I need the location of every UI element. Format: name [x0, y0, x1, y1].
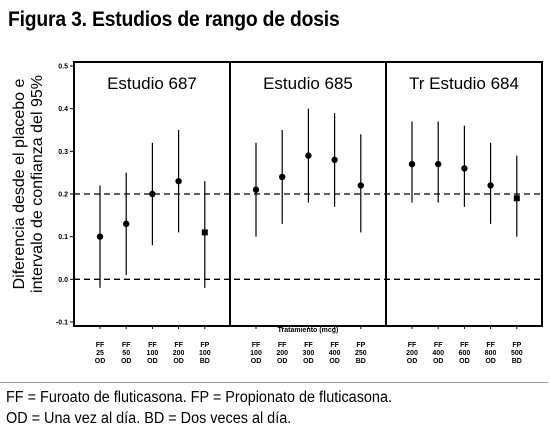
dose-range-chart: Estudio 687 Estudio 685 Tr Estudio 684 -0.1…: [11, 61, 543, 365]
data-point: [331, 156, 338, 164]
data-point-square: [513, 195, 520, 202]
data-point: [408, 160, 416, 168]
x-tick-label: OD: [147, 358, 158, 365]
y-tick-label: 0.0: [58, 277, 68, 284]
x-tick-label: 200: [173, 350, 185, 357]
x-tick-label: 400: [432, 350, 444, 357]
x-tick-label: OD: [121, 358, 132, 365]
x-axis-label: Tratamiento (mcg): [278, 327, 339, 334]
x-tick-label: OD: [303, 358, 314, 365]
x-tick-label: FF: [96, 342, 105, 349]
data-point: [279, 173, 286, 181]
x-tick-label: OD: [277, 358, 288, 365]
data-point: [461, 165, 468, 172]
data-point: [175, 178, 182, 185]
x-tick-label: FF: [278, 342, 287, 349]
data-point: [123, 220, 130, 228]
figure-title: Figura 3. Estudios de rango de dosis: [8, 8, 340, 31]
y-tick-label: -0.1: [56, 320, 68, 327]
x-tick-label: FF: [252, 342, 261, 349]
x-tick-label: FF: [304, 342, 313, 349]
y-tick-label: 0.3: [58, 149, 68, 156]
x-tick-label: OD: [173, 358, 184, 365]
x-tick-label: FP: [200, 342, 209, 349]
x-tick-label: FP: [512, 342, 521, 349]
x-tick-label: OD: [433, 358, 444, 365]
x-tick-label: FF: [460, 342, 469, 349]
y-axis-label-line-2: intervalo de confianza del 95%: [29, 75, 46, 293]
x-tick-label: FF: [174, 342, 183, 349]
data-point: [435, 160, 442, 168]
y-axis-label-line-1: Diferencia desde el placebo e: [11, 79, 28, 290]
x-tick-label: 200: [406, 350, 418, 357]
x-tick-label: 100: [147, 350, 159, 357]
x-tick-label: OD: [251, 358, 262, 365]
x-tick-label: FF: [148, 342, 157, 349]
panel-title-1: Estudio 687: [107, 74, 197, 93]
x-tick-label: 25: [96, 350, 104, 357]
data-point: [305, 152, 312, 159]
x-tick-label: OD: [485, 358, 496, 365]
x-tick-label: 50: [122, 350, 130, 357]
footnote-abbreviations-1: FF = Furoato de fluticasona. FP = Propio…: [6, 389, 392, 406]
x-tick-label: FF: [434, 342, 443, 349]
x-tick-label: OD: [459, 358, 470, 365]
x-tick-label: 300: [303, 350, 315, 357]
footnote-divider: [0, 382, 548, 383]
x-tick-label: FF: [486, 342, 495, 349]
x-tick-label: BD: [356, 358, 366, 365]
x-tick-label: BD: [512, 358, 522, 365]
x-tick-label: BD: [200, 358, 210, 365]
panel-title-2: Estudio 685: [263, 74, 353, 93]
x-tick-label: OD: [407, 358, 418, 365]
y-tick-label: 0.5: [58, 64, 68, 71]
x-tick-label: 100: [250, 350, 262, 357]
x-tick-label: FF: [408, 342, 417, 349]
x-tick-label: 500: [511, 350, 523, 357]
data-point-square: [201, 229, 208, 236]
data-point: [149, 190, 156, 198]
x-tick-label: FF: [122, 342, 131, 349]
x-tick-label: 200: [276, 350, 288, 357]
x-tick-label: 600: [459, 350, 471, 357]
x-tick-label: OD: [329, 358, 340, 365]
x-tick-label: FF: [330, 342, 339, 349]
x-tick-label: 250: [355, 350, 367, 357]
x-tick-label: FP: [356, 342, 365, 349]
data-point: [96, 233, 104, 240]
y-tick-label: 0.1: [58, 234, 68, 241]
x-tick-label: OD: [95, 358, 106, 365]
x-tick-label: 100: [199, 350, 211, 357]
data-point: [487, 182, 494, 189]
panel-title-3: Tr Estudio 684: [409, 74, 519, 93]
y-tick-label: 0.4: [58, 106, 68, 113]
data-point: [357, 182, 364, 189]
footnote-abbreviations-2: OD = Una vez al día. BD = Dos veces al d…: [6, 410, 292, 427]
y-tick-label: 0.2: [58, 192, 68, 199]
x-tick-label: 800: [485, 350, 497, 357]
x-tick-label: 400: [329, 350, 341, 357]
data-point: [252, 186, 260, 193]
